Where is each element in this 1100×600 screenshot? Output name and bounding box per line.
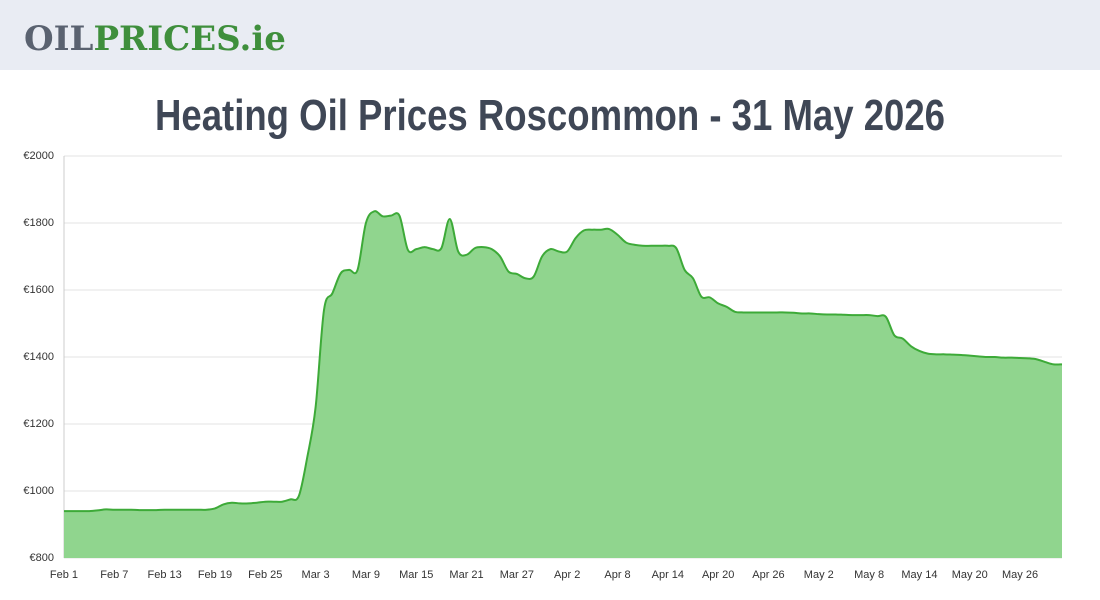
logo-part: OIL (24, 19, 94, 59)
x-tick-label: Mar 3 (302, 569, 330, 581)
x-tick-label: May 20 (952, 569, 988, 581)
header-bar (0, 0, 1100, 70)
chart-title: Heating Oil Prices Roscommon - 31 May 20… (155, 91, 945, 140)
x-tick-label: Feb 7 (100, 569, 128, 581)
x-tick-label: Apr 26 (752, 569, 784, 581)
area-fill (64, 211, 1062, 559)
x-tick-label: Mar 27 (500, 569, 534, 581)
x-tick-label: Mar 21 (449, 569, 483, 581)
x-tick-label: May 2 (804, 569, 834, 581)
y-tick-label: €2000 (23, 150, 54, 162)
y-tick-label: €1000 (23, 485, 54, 497)
logo-part: PRICES (93, 19, 239, 59)
x-tick-label: Feb 25 (248, 569, 282, 581)
price-line (64, 210, 1063, 513)
x-tick-label: Feb 13 (148, 569, 182, 581)
logo[interactable]: OILPRICES.ie (24, 19, 286, 59)
x-tick-label: Apr 2 (554, 569, 580, 581)
y-tick-label: €800 (30, 552, 54, 564)
y-tick-label: €1200 (23, 418, 54, 430)
x-tick-label: Apr 20 (702, 569, 734, 581)
x-tick-label: Feb 1 (50, 569, 78, 581)
x-tick-label: Mar 15 (399, 569, 433, 581)
y-tick-label: €1400 (23, 351, 54, 363)
x-tick-label: May 8 (854, 569, 884, 581)
x-tick-label: Mar 9 (352, 569, 380, 581)
y-tick-label: €1800 (23, 217, 54, 229)
x-tick-label: Apr 8 (604, 569, 630, 581)
y-tick-label: €1600 (23, 284, 54, 296)
x-tick-label: Feb 19 (198, 569, 232, 581)
x-tick-label: May 14 (901, 569, 937, 581)
x-tick-label: Apr 14 (652, 569, 684, 581)
logo-part: .ie (239, 19, 285, 59)
x-tick-label: May 26 (1002, 569, 1038, 581)
